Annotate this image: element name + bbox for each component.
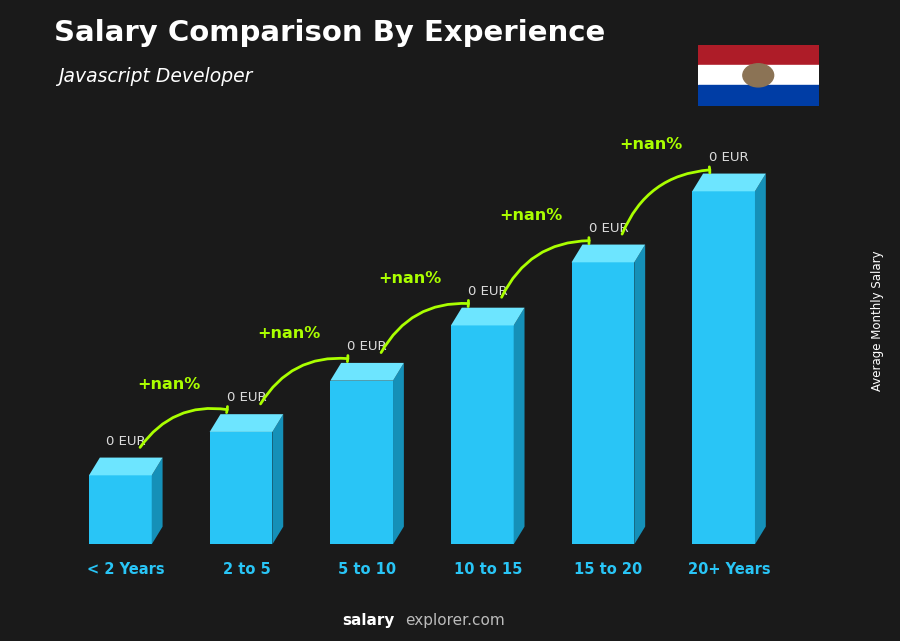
Bar [692, 191, 755, 544]
Polygon shape [692, 174, 766, 191]
Text: < 2 Years: < 2 Years [87, 562, 165, 577]
Polygon shape [572, 245, 645, 262]
Bar [698, 45, 819, 65]
Text: 15 to 20: 15 to 20 [574, 562, 643, 577]
Text: 0 EUR: 0 EUR [227, 391, 266, 404]
Polygon shape [393, 363, 404, 544]
Text: 0 EUR: 0 EUR [468, 285, 508, 298]
Text: Average Monthly Salary: Average Monthly Salary [871, 250, 884, 391]
Polygon shape [755, 174, 766, 544]
Text: +nan%: +nan% [378, 271, 442, 286]
Bar [210, 432, 273, 544]
Bar [330, 381, 393, 544]
Bar [698, 85, 819, 106]
Bar [89, 476, 152, 544]
Polygon shape [152, 458, 163, 544]
Text: salary: salary [342, 613, 394, 628]
Circle shape [742, 63, 774, 87]
Text: 0 EUR: 0 EUR [347, 340, 387, 353]
Polygon shape [514, 308, 525, 544]
Text: 0 EUR: 0 EUR [709, 151, 749, 163]
Text: 0 EUR: 0 EUR [106, 435, 146, 447]
Text: +nan%: +nan% [137, 378, 200, 392]
Text: +nan%: +nan% [499, 208, 562, 223]
Text: explorer.com: explorer.com [405, 613, 505, 628]
Text: +nan%: +nan% [619, 137, 683, 152]
Bar [451, 326, 514, 544]
Text: 20+ Years: 20+ Years [688, 562, 770, 577]
Polygon shape [634, 245, 645, 544]
Bar [572, 262, 634, 544]
Text: 0 EUR: 0 EUR [589, 222, 628, 235]
Polygon shape [210, 414, 284, 432]
Bar [698, 65, 819, 85]
Polygon shape [273, 414, 284, 544]
Text: 2 to 5: 2 to 5 [222, 562, 270, 577]
Polygon shape [330, 363, 404, 381]
Polygon shape [451, 308, 525, 326]
Text: Javascript Developer: Javascript Developer [58, 67, 253, 87]
Text: 10 to 15: 10 to 15 [454, 562, 522, 577]
Text: 5 to 10: 5 to 10 [338, 562, 396, 577]
Text: Salary Comparison By Experience: Salary Comparison By Experience [54, 19, 605, 47]
Polygon shape [89, 458, 163, 476]
Text: +nan%: +nan% [257, 326, 321, 341]
